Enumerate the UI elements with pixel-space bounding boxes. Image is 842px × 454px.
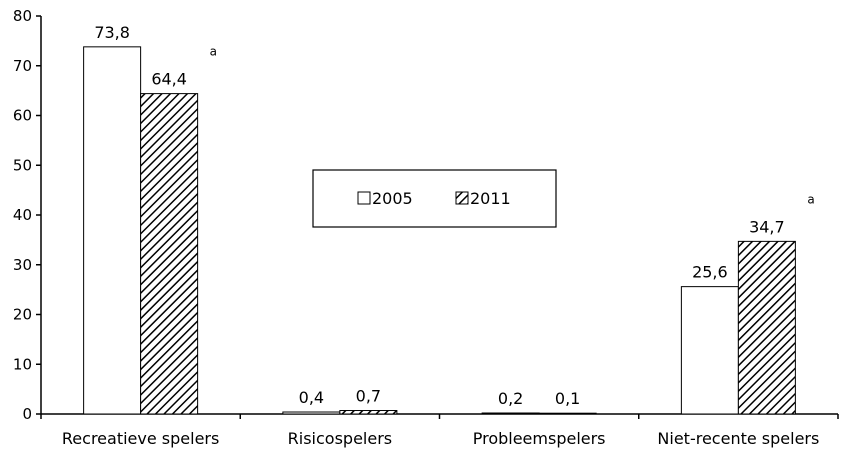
bar-2005 (481, 412, 540, 415)
data-labels: 73,8 64,4 0,4 0,7 0,2 0,1 25,6 34,7 a a (94, 23, 814, 408)
legend: 2005 2011 (312, 169, 557, 228)
annotation-label: a (807, 192, 814, 206)
legend-swatch-2005 (357, 191, 371, 205)
data-label: 0,4 (299, 388, 324, 407)
bar-2011 (538, 412, 597, 415)
legend-label-2011: 2011 (470, 189, 511, 208)
legend-label-2005: 2005 (372, 189, 413, 208)
y-tick-label: 50 (13, 156, 32, 174)
data-label: 25,6 (692, 263, 728, 282)
y-tick-label: 40 (13, 206, 32, 224)
data-label: 0,1 (555, 389, 580, 408)
bar-2011 (140, 93, 199, 415)
bar-2011 (737, 240, 796, 415)
x-tick-label: Recreatieve spelers (62, 429, 219, 448)
x-tick-label: Niet-recente spelers (657, 429, 819, 448)
bar-2005 (680, 286, 739, 415)
x-tick-label: Risicospelers (288, 429, 392, 448)
data-label: 34,7 (749, 217, 785, 236)
data-label: 64,4 (151, 70, 187, 89)
y-tick-label: 10 (13, 355, 32, 373)
bar-2005 (83, 46, 142, 415)
annotation-label: a (210, 45, 217, 59)
y-tick-label: 20 (13, 306, 32, 324)
y-tick-label: 70 (13, 57, 32, 75)
bar-2011 (339, 410, 398, 415)
legend-box (312, 169, 557, 228)
y-tick-label: 0 (22, 405, 32, 423)
legend-swatch-2011 (455, 191, 469, 205)
data-label: 0,7 (356, 387, 381, 406)
y-tick-label: 60 (13, 107, 32, 125)
data-label: 0,2 (498, 389, 523, 408)
x-tick-label: Probleemspelers (473, 429, 606, 448)
axes: 0 10 20 30 40 50 60 70 80 Recreatieve spelers Risi… (13, 7, 839, 448)
data-label: 73,8 (94, 23, 130, 42)
y-tick-label: 30 (13, 256, 32, 274)
bars (83, 46, 796, 415)
y-tick-label: 80 (13, 7, 32, 25)
bar-2005 (282, 411, 341, 415)
